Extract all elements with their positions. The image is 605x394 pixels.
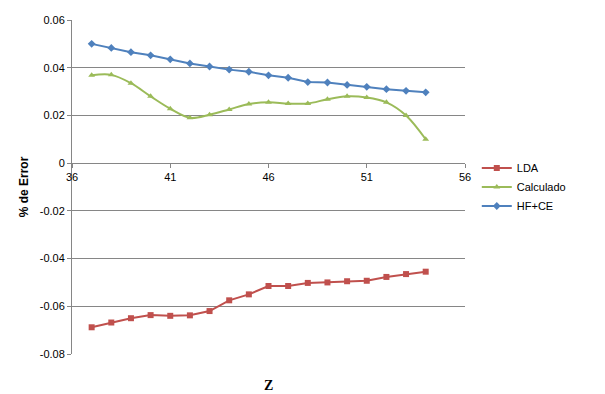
svg-text:LDA: LDA [517, 162, 539, 174]
svg-text:36: 36 [66, 171, 78, 183]
svg-text:0.04: 0.04 [43, 62, 64, 74]
svg-text:HF+CE: HF+CE [517, 200, 553, 212]
svg-text:0.02: 0.02 [43, 109, 64, 121]
svg-text:-0.02: -0.02 [40, 205, 65, 217]
svg-text:% de Error: % de Error [17, 156, 31, 217]
svg-text:0: 0 [59, 157, 65, 169]
svg-text:-0.04: -0.04 [40, 252, 65, 264]
svg-text:Calculado: Calculado [517, 181, 566, 193]
svg-text:-0.08: -0.08 [40, 348, 65, 360]
svg-text:51: 51 [361, 171, 373, 183]
svg-text:41: 41 [164, 171, 176, 183]
svg-text:56: 56 [459, 171, 471, 183]
svg-text:0.06: 0.06 [43, 14, 64, 26]
svg-text:-0.06: -0.06 [40, 300, 65, 312]
svg-text:Z: Z [264, 378, 273, 393]
svg-text:46: 46 [262, 171, 274, 183]
